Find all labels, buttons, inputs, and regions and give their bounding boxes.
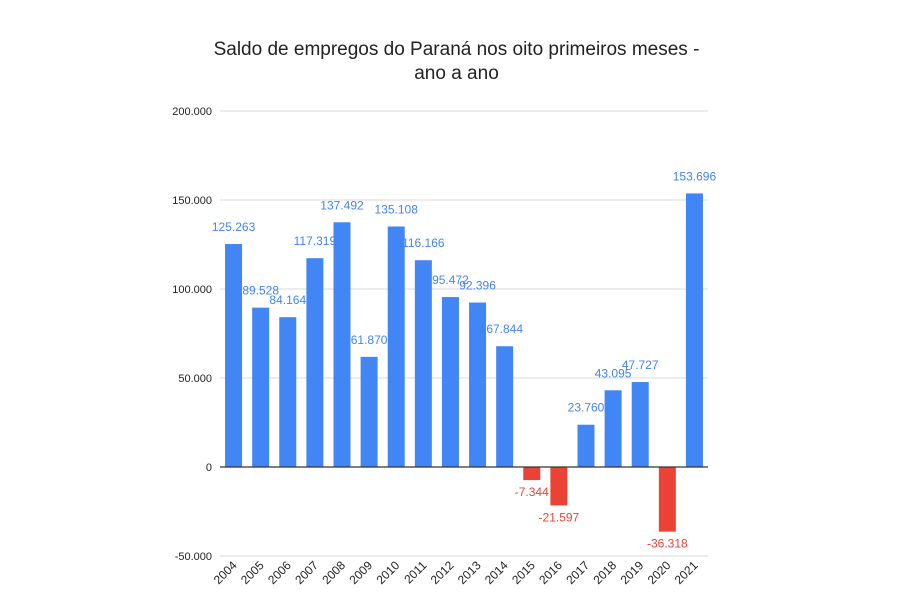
data-label-2015: -7.344 bbox=[515, 485, 549, 499]
data-label-2016: -21.597 bbox=[539, 510, 580, 524]
bar-2010 bbox=[387, 226, 405, 467]
bar-2015 bbox=[523, 467, 541, 481]
data-label-2012: 95.472 bbox=[432, 273, 469, 287]
chart-title-line-2: ano a ano bbox=[414, 63, 499, 84]
x-tick-label: 2020 bbox=[645, 558, 674, 587]
x-tick-label: 2015 bbox=[509, 558, 538, 587]
y-tick-label: -50.000 bbox=[175, 551, 212, 563]
data-label-2007: 117.319 bbox=[294, 234, 337, 248]
data-label-2014: 67.844 bbox=[486, 322, 523, 336]
data-label-2018: 43.095 bbox=[595, 366, 632, 380]
bar-2012 bbox=[441, 297, 459, 467]
x-tick-label: 2021 bbox=[672, 558, 701, 587]
data-label-2006: 84.164 bbox=[269, 293, 306, 307]
x-tick-label: 2009 bbox=[346, 558, 375, 587]
data-label-2020: -36.318 bbox=[647, 537, 688, 551]
chart-title-line-1: Saldo de empregos do Paraná nos oito pri… bbox=[213, 39, 700, 60]
data-label-2009: 61.870 bbox=[351, 333, 388, 347]
bar-2009 bbox=[360, 356, 378, 467]
y-tick-label: 200.000 bbox=[172, 106, 212, 118]
y-tick-label: 0 bbox=[206, 462, 212, 474]
x-tick-label: 2011 bbox=[401, 558, 429, 586]
data-label-2011: 116.166 bbox=[402, 236, 445, 250]
x-tick-label: 2019 bbox=[618, 558, 647, 587]
x-tick-label: 2006 bbox=[265, 558, 294, 587]
x-tick-label: 2018 bbox=[590, 558, 619, 587]
bar-2017 bbox=[577, 424, 595, 467]
bar-2018 bbox=[604, 390, 622, 467]
data-label-2021: 153.696 bbox=[673, 169, 717, 183]
x-tick-label: 2008 bbox=[319, 558, 348, 587]
bar-2019 bbox=[631, 382, 649, 467]
bar-2016 bbox=[550, 467, 568, 506]
x-tick-label: 2004 bbox=[211, 558, 240, 587]
bar-2011 bbox=[414, 260, 432, 467]
y-tick-label: 100.000 bbox=[172, 284, 212, 296]
bar-2004 bbox=[225, 244, 243, 467]
bar-2007 bbox=[306, 258, 324, 467]
x-tick-label: 2014 bbox=[482, 558, 511, 587]
bar-2021 bbox=[685, 193, 703, 467]
data-label-2019: 47.727 bbox=[622, 358, 659, 372]
bar-2006 bbox=[279, 317, 297, 467]
x-tick-label: 2010 bbox=[374, 558, 403, 587]
data-label-2005: 89.528 bbox=[242, 284, 279, 298]
x-tick-label: 2016 bbox=[536, 558, 565, 587]
data-label-2017: 23.760 bbox=[568, 401, 605, 415]
x-tick-label: 2007 bbox=[292, 558, 321, 587]
y-tick-label: 150.000 bbox=[172, 195, 212, 207]
data-label-2013: 92.396 bbox=[459, 279, 496, 293]
x-tick-label: 2017 bbox=[563, 558, 592, 587]
bar-2013 bbox=[469, 302, 487, 467]
bar-2005 bbox=[252, 307, 270, 467]
data-label-2010: 135.108 bbox=[375, 203, 419, 217]
bar-2014 bbox=[496, 346, 514, 467]
x-tick-label: 2013 bbox=[455, 558, 484, 587]
bar-2008 bbox=[333, 222, 351, 467]
bar-2020 bbox=[658, 467, 676, 532]
data-label-2004: 125.263 bbox=[212, 220, 256, 234]
x-tick-label: 2005 bbox=[238, 558, 267, 587]
x-tick-label: 2012 bbox=[428, 558, 457, 587]
data-label-2008: 137.492 bbox=[320, 198, 364, 212]
y-tick-label: 50.000 bbox=[178, 373, 212, 385]
